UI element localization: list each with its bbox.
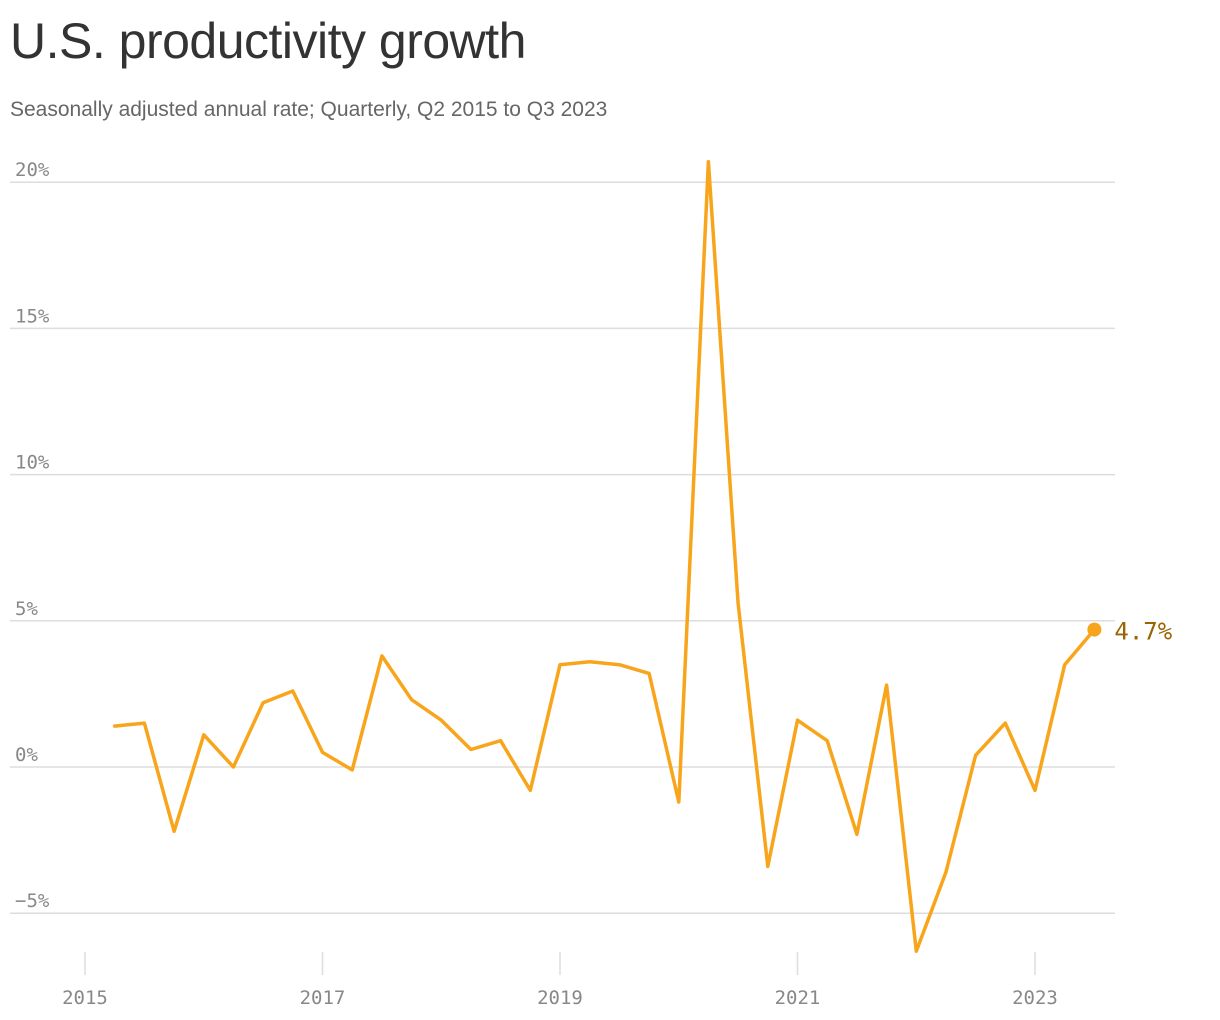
- series-layer: 4.7%: [112, 159, 1173, 953]
- end-point-marker: [1087, 622, 1102, 637]
- y-tick-label: 0%: [15, 744, 38, 766]
- chart-subtitle: Seasonally adjusted annual rate; Quarter…: [10, 98, 608, 121]
- x-tick-label: 2019: [537, 987, 583, 1009]
- y-tick-label: 15%: [15, 305, 50, 327]
- y-tick-label: 5%: [15, 598, 38, 620]
- end-value-label: 4.7%: [1114, 618, 1172, 646]
- x-tick-label: 2017: [300, 987, 346, 1009]
- y-tick-label: 10%: [15, 452, 50, 474]
- x-tick-label: 2023: [1012, 987, 1058, 1009]
- x-tick-label: 2015: [62, 987, 108, 1009]
- chart-title: U.S. productivity growth: [10, 13, 526, 69]
- x-tick-label: 2021: [775, 987, 821, 1009]
- y-tick-label: 20%: [15, 159, 50, 181]
- x-axis: 2015 2017 2019 2021 2023: [62, 952, 1058, 1009]
- series-line: [112, 159, 1097, 953]
- y-tick-label: −5%: [15, 890, 50, 912]
- y-grid: [10, 181, 1115, 914]
- y-tick-labels: −5% 0% 5% 10% 15% 20%: [15, 159, 50, 912]
